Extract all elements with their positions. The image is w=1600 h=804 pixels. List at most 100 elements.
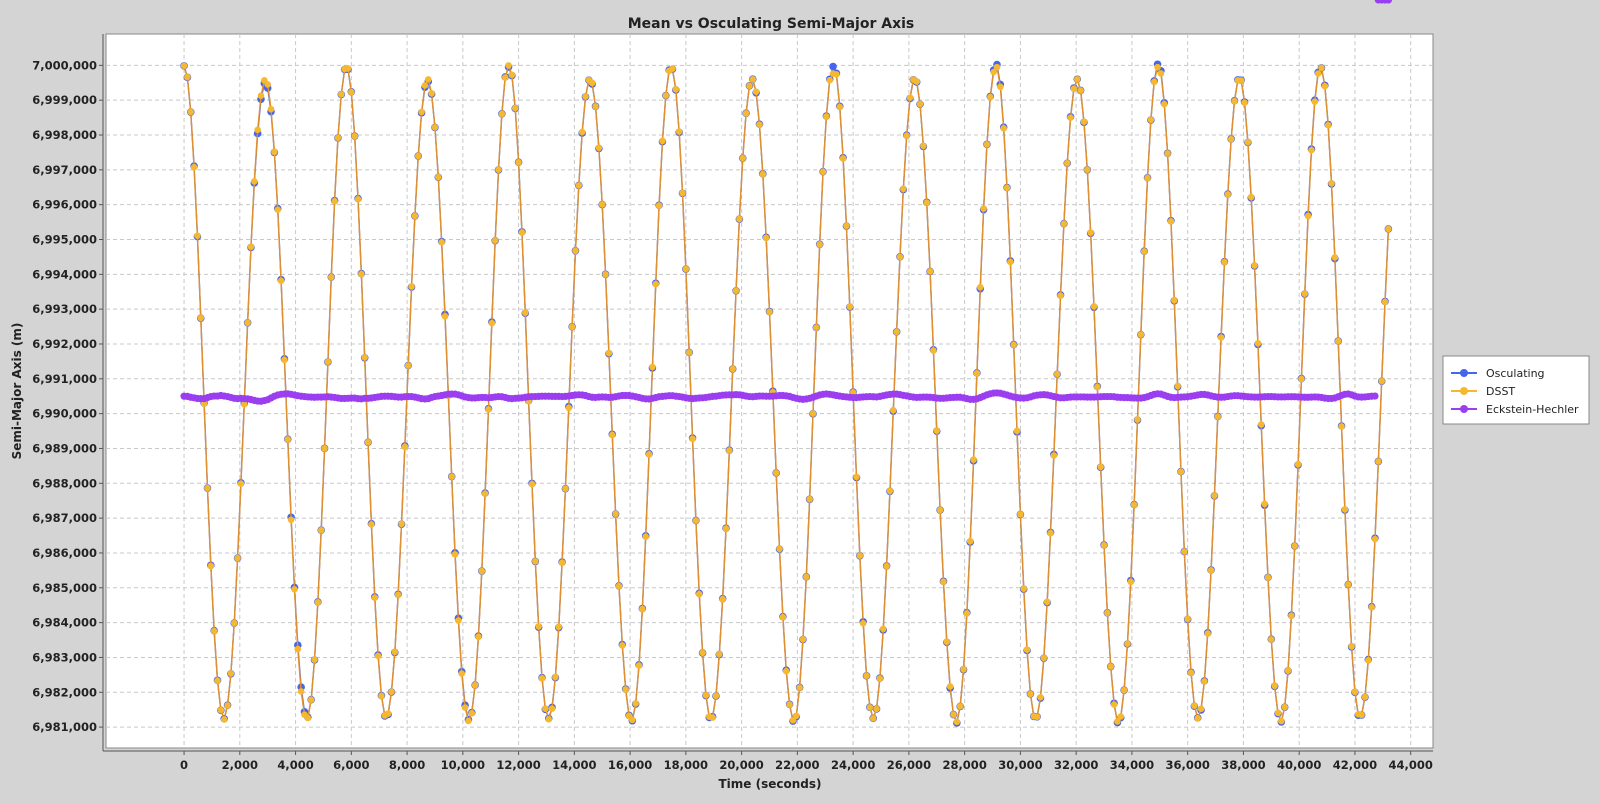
dsst-point: [913, 78, 920, 85]
dsst-point: [418, 108, 425, 116]
dsst-point: [883, 562, 890, 570]
dsst-point: [1160, 100, 1168, 108]
dsst-point: [605, 349, 613, 357]
dsst-point: [1130, 501, 1138, 509]
y-tick-label: 6,990,000: [32, 407, 97, 421]
dsst-point: [404, 362, 412, 369]
y-tick-label: 6,981,000: [32, 720, 97, 734]
dsst-point: [1281, 703, 1288, 711]
dsst-point: [749, 76, 757, 83]
x-tick-label: 32,000: [1054, 758, 1098, 772]
dsst-point: [1194, 714, 1202, 722]
dsst-point: [281, 356, 288, 364]
x-tick-label: 0: [180, 758, 188, 772]
dsst-point: [876, 675, 884, 682]
dsst-point: [816, 241, 823, 248]
dsst-point: [853, 473, 860, 481]
dsst-point: [615, 582, 623, 590]
dsst-point: [475, 633, 482, 640]
dsst-point: [317, 526, 325, 534]
y-tick-label: 6,989,000: [32, 441, 97, 455]
dsst-point: [327, 273, 335, 281]
dsst-point: [786, 701, 793, 708]
dsst-point: [200, 400, 208, 408]
dsst-point: [679, 189, 686, 197]
dsst-point: [291, 586, 298, 593]
dsst-point: [1003, 184, 1011, 192]
dsst-point: [535, 623, 542, 630]
dsst-point: [956, 702, 964, 710]
dsst-point: [274, 206, 282, 214]
x-tick-label: 38,000: [1221, 758, 1265, 772]
dsst-point: [428, 90, 435, 97]
dsst-point: [859, 619, 867, 627]
dsst-point: [1057, 292, 1064, 299]
dsst-point: [441, 313, 449, 320]
dsst-point: [388, 688, 395, 696]
dsst-point: [950, 711, 957, 718]
dsst-point: [247, 243, 255, 251]
dsst-point: [809, 410, 817, 417]
dsst-point: [595, 144, 603, 152]
dsst-point: [257, 92, 265, 100]
y-tick-label: 6,998,000: [32, 128, 97, 142]
dsst-point: [1094, 383, 1101, 391]
dsst-point: [435, 173, 442, 181]
dsst-point: [920, 142, 927, 150]
dsst-point: [337, 91, 345, 98]
dsst-point: [672, 85, 680, 93]
dsst-point: [803, 573, 810, 581]
x-tick-label: 30,000: [998, 758, 1042, 772]
dsst-point: [1181, 548, 1188, 555]
dsst-point: [699, 649, 706, 657]
x-tick-label: 10,000: [441, 758, 485, 772]
dsst-point: [508, 71, 516, 79]
dsst-point: [729, 365, 736, 373]
dsst-point: [1375, 458, 1382, 465]
dsst-point: [528, 480, 536, 488]
dsst-point: [224, 702, 231, 709]
dsst-point: [210, 627, 218, 635]
dsst-point: [220, 716, 228, 723]
dsst-point: [498, 110, 506, 118]
dsst-point: [598, 201, 606, 208]
dsst-point: [1274, 709, 1282, 717]
legend-marker: [1460, 369, 1468, 377]
dsst-point: [736, 215, 743, 223]
dsst-point: [1027, 690, 1034, 698]
y-tick-label: 6,995,000: [32, 232, 97, 246]
dsst-point: [1197, 705, 1205, 713]
dsst-point: [819, 168, 827, 176]
axes: [102, 34, 1433, 752]
chart-title: Mean vs Osculating Semi-Major Axis: [628, 16, 915, 32]
dsst-point: [194, 232, 201, 239]
dsst-point: [792, 712, 800, 720]
dsst-point: [267, 105, 275, 113]
dsst-point: [1010, 341, 1018, 349]
dsst-point: [675, 128, 683, 135]
dsst-point: [1365, 656, 1372, 664]
dsst-point: [532, 557, 539, 565]
dsst-point: [799, 636, 807, 643]
y-tick-label: 6,984,000: [32, 616, 97, 630]
dsst-point: [1237, 77, 1245, 84]
dsst-point: [488, 319, 496, 327]
dsst-point: [1221, 258, 1228, 266]
dsst-point: [960, 666, 967, 673]
dsst-point: [662, 92, 670, 99]
dsst-point: [936, 506, 944, 514]
dsst-point: [642, 533, 650, 540]
dsst-point: [197, 314, 205, 322]
dsst-point: [354, 195, 362, 203]
dsst-point: [505, 62, 512, 69]
dsst-point: [1338, 423, 1345, 430]
dsst-point: [334, 134, 342, 142]
dsst-point: [485, 406, 492, 413]
x-tick-label: 8,000: [389, 758, 425, 772]
dsst-point: [849, 389, 857, 396]
dsst-point: [1311, 98, 1319, 105]
dsst-point: [277, 277, 285, 285]
dsst-point: [833, 71, 840, 78]
y-tick-label: 6,988,000: [32, 476, 97, 490]
